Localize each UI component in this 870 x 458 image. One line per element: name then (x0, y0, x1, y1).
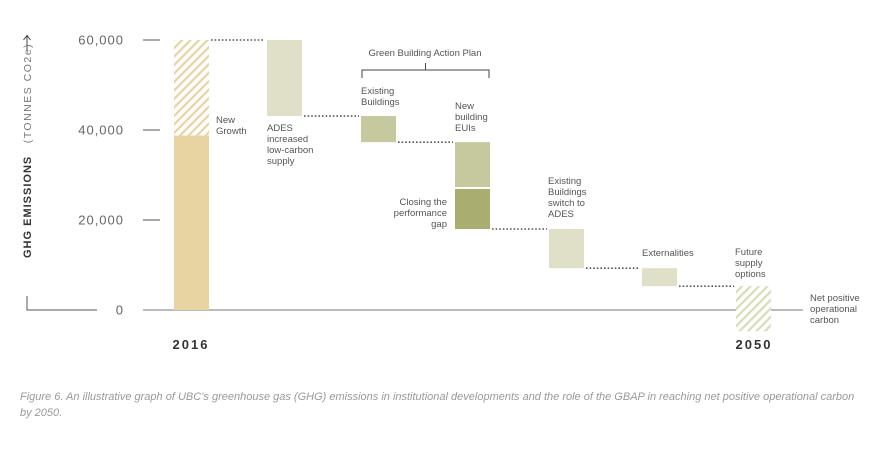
bar-existing-buildings (361, 116, 396, 143)
x-label-2016: 2016 (173, 337, 210, 352)
axis-corner (26, 296, 97, 311)
bar-future-supply (736, 286, 771, 332)
label-future-supply: Future supply options (735, 247, 766, 280)
y-tick-label: 0 (116, 303, 124, 318)
bar-ades-supply (267, 40, 302, 117)
bars (174, 40, 771, 332)
y-tick-label: 20,000 (78, 213, 124, 228)
y-ticks: 0 20,000 40,000 60,000 (78, 33, 160, 318)
bar-new-building-euis (455, 142, 490, 189)
bar-base-2016 (174, 135, 209, 310)
gbap-bracket-label: Green Building Action Plan (368, 48, 481, 59)
y-tick-label: 60,000 (78, 33, 124, 48)
y-axis-label: GHG EMISSIONS (TONNES CO2e) (18, 43, 35, 258)
label-new-growth: New Growth (216, 115, 247, 137)
label-ades-supply: ADES increased low-carbon supply (267, 123, 313, 167)
x-label-2050: 2050 (736, 337, 773, 352)
label-existing-buildings: Existing Buildings (361, 86, 400, 108)
label-externalities: Externalities (642, 248, 694, 259)
bar-new-growth (174, 40, 209, 136)
gbap-bracket (361, 63, 490, 78)
y-tick-label: 40,000 (78, 123, 124, 138)
label-closing-gap: Closing the performance gap (394, 197, 447, 230)
y-axis-arrow-icon (23, 34, 31, 50)
label-existing-switch: Existing Buildings switch to ADES (548, 176, 587, 220)
bar-existing-switch-ades (549, 229, 584, 269)
waterfall-chart: GHG EMISSIONS (TONNES CO2e) 0 20,000 40,00… (18, 33, 860, 353)
label-new-building-euis: New building EUIs (455, 101, 488, 134)
figure-caption: Figure 6. An illustrative graph of UBC’s… (20, 391, 855, 419)
label-net-positive: Net positive operational carbon (810, 293, 860, 326)
bar-closing-performance-gap (455, 188, 490, 229)
bar-externalities (642, 268, 677, 287)
